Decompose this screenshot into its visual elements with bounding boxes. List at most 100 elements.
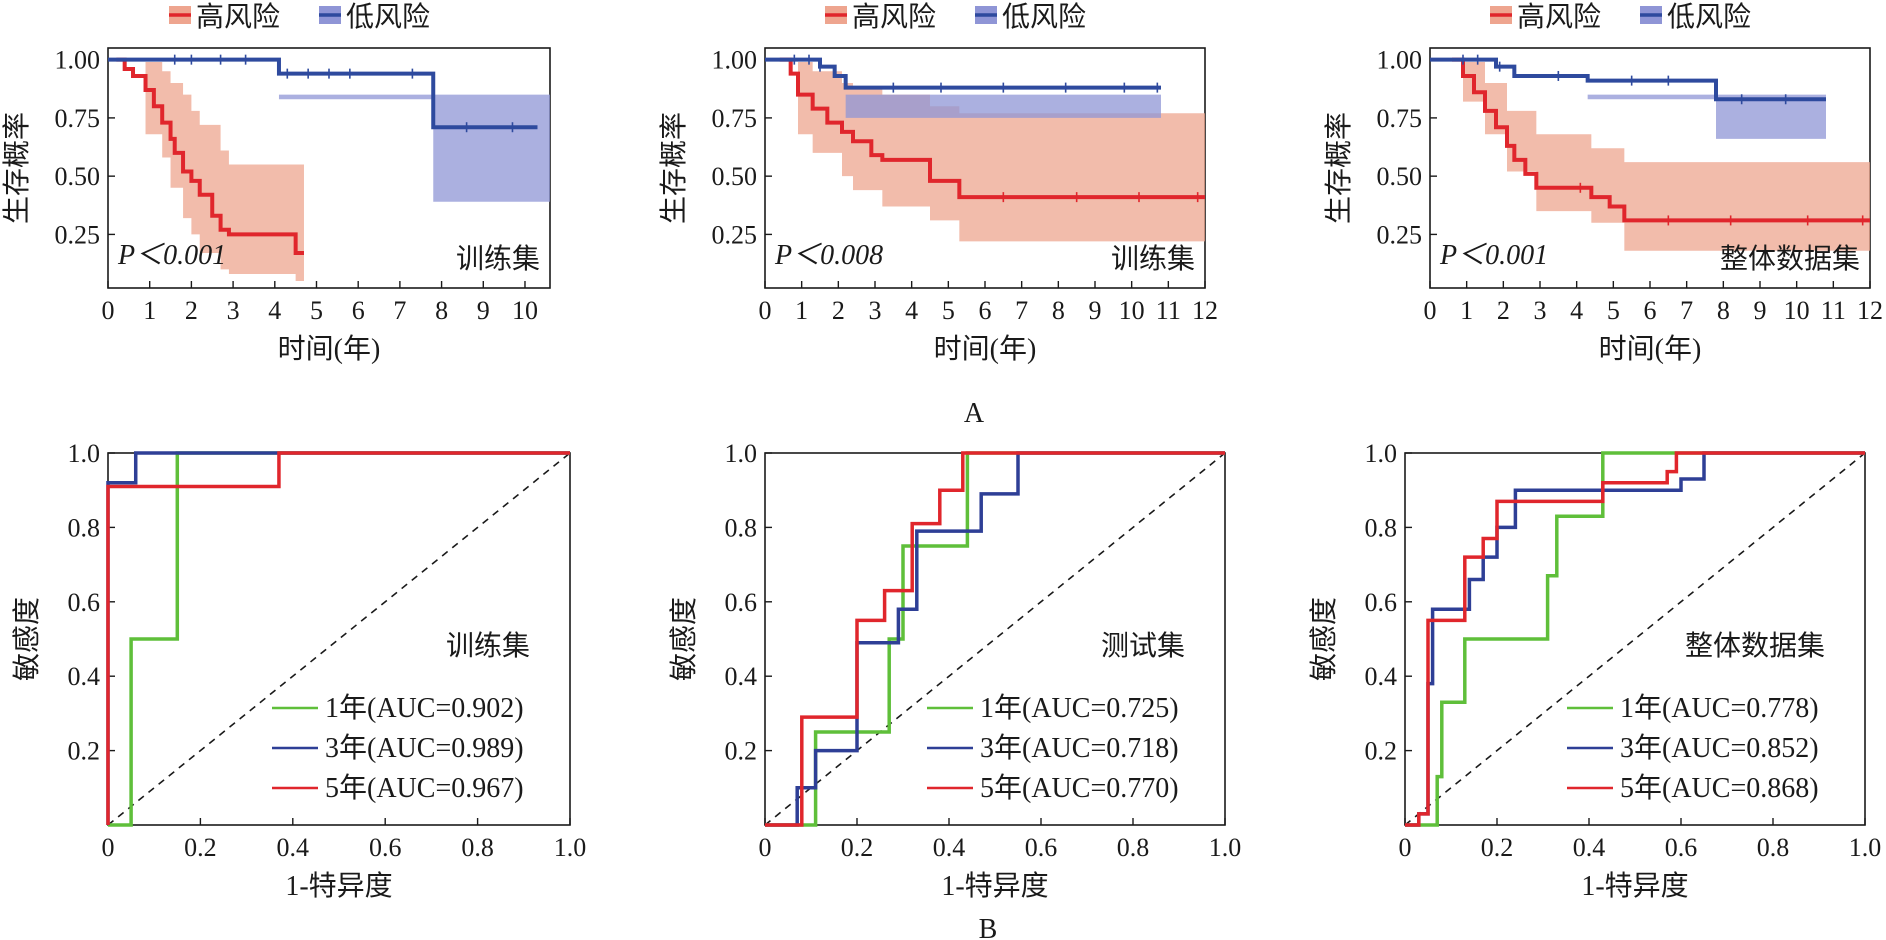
x-tick-label: 5 [1607, 296, 1620, 325]
x-tick-label: 0.4 [1573, 833, 1606, 862]
y-tick-label: 1.0 [68, 439, 101, 468]
x-tick-label: 1 [143, 296, 156, 325]
x-tick-label: 4 [268, 296, 281, 325]
legend-label: 低风险 [346, 1, 430, 33]
x-tick-label: 6 [979, 296, 992, 325]
x-tick-label: 0.4 [277, 833, 310, 862]
x-tick-label: 12 [1857, 296, 1883, 325]
legend-label: 低风险 [1002, 1, 1086, 33]
subset-annotation: 训练集 [446, 630, 530, 662]
confidence-band-2 [433, 94, 550, 202]
x-tick-label: 8 [1717, 296, 1730, 325]
x-tick-label: 5 [310, 296, 323, 325]
subset-annotation: 整体数据集 [1685, 630, 1825, 662]
legend-label: 5年(AUC=0.967) [325, 772, 524, 804]
legend-label: 3年(AUC=0.718) [980, 732, 1179, 764]
y-tick-label: 0.75 [1377, 104, 1423, 133]
x-tick-label: 3 [1534, 296, 1547, 325]
confidence-band-1 [1463, 61, 1870, 251]
x-tick-label: 0.2 [184, 833, 217, 862]
x-tick-label: 0.8 [1117, 833, 1150, 862]
confidence-band-2 [1716, 94, 1826, 139]
confidence-band-3 [1587, 94, 1716, 100]
x-tick-label: 4 [1570, 296, 1583, 325]
x-tick-label: 3 [227, 296, 240, 325]
y-axis-label: 生存概率 [1, 112, 33, 224]
confidence-band-2 [845, 94, 1161, 118]
x-tick-label: 0 [1399, 833, 1412, 862]
x-tick-label: 1 [795, 296, 808, 325]
chart-panel-4: 0 0.2 0.4 0.6 0.8 1.0 0.2 0.4 0.6 0.8 1.0 1-特异度 敏感度 训… [11, 439, 586, 902]
y-tick-label: 1.0 [725, 439, 758, 468]
y-axis-label: 敏感度 [1308, 597, 1340, 681]
roc-curve-5yr [765, 451, 1225, 827]
reference-diagonal [107, 452, 571, 826]
x-tick-label: 7 [1680, 296, 1693, 325]
y-tick-label: 0.25 [55, 220, 101, 249]
y-tick-label: 0.50 [55, 162, 101, 191]
x-tick-label: 0.6 [1665, 833, 1698, 862]
x-tick-label: 1.0 [554, 833, 587, 862]
y-tick-label: 0.6 [68, 588, 101, 617]
x-tick-label: 0.4 [933, 833, 966, 862]
p-value-text: P＜0.001 [1439, 240, 1548, 271]
x-tick-label: 5 [942, 296, 955, 325]
y-tick-label: 0.25 [1377, 220, 1423, 249]
y-tick-label: 0.8 [725, 513, 758, 542]
chart-panel-3: 0 1 2 3 4 5 6 7 8 9 10 11 120.250.500.751.00时间(年)生存概… [1323, 1, 1883, 365]
y-tick-label: 0.2 [725, 737, 758, 766]
x-tick-label: 12 [1192, 296, 1218, 325]
y-tick-label: 0.6 [725, 588, 758, 617]
legend-label: 1年(AUC=0.778) [1620, 692, 1819, 724]
y-tick-label: 0.25 [712, 220, 758, 249]
legend-label: 高风险 [196, 1, 280, 33]
subset-annotation: 训练集 [1111, 243, 1195, 275]
subset-annotation: 整体数据集 [1720, 243, 1860, 275]
survival-curve-low-risk [1430, 57, 1826, 102]
survival-curve-low-risk [108, 57, 538, 130]
x-tick-label: 0.8 [461, 833, 494, 862]
x-tick-label: 1 [1460, 296, 1473, 325]
x-tick-label: 11 [1821, 296, 1846, 325]
survival-curve-high-risk [1452, 57, 1870, 223]
x-tick-label: 9 [477, 296, 490, 325]
y-axis-label: 生存概率 [1323, 112, 1355, 224]
roc-curve-3yr [765, 451, 1225, 827]
x-tick-label: 9 [1089, 296, 1102, 325]
survival-curve-low-risk [765, 57, 1161, 90]
legend-label: 3年(AUC=0.852) [1620, 732, 1819, 764]
chart-panel-5: 0 0.2 0.4 0.6 0.8 1.0 0.2 0.4 0.6 0.8 1.0 1-特异度 敏感度 测… [668, 439, 1241, 902]
roc-curve-5yr [106, 451, 570, 825]
confidence-band-3 [278, 94, 434, 100]
x-tick-label: 1.0 [1209, 833, 1242, 862]
legend-label: 1年(AUC=0.725) [980, 692, 1179, 724]
survival-curve-high-risk [116, 57, 304, 256]
x-axis-label: 时间(年) [934, 333, 1037, 365]
x-tick-label: 10 [1784, 296, 1810, 325]
x-tick-label: 2 [832, 296, 845, 325]
x-tick-label: 10 [512, 296, 538, 325]
x-tick-label: 2 [185, 296, 198, 325]
legend-label: 高风险 [1517, 1, 1601, 33]
x-tick-label: 1.0 [1849, 833, 1882, 862]
y-tick-label: 0.6 [1365, 588, 1398, 617]
chart-panel-2: 0 1 2 3 4 5 6 7 8 9 10 11 120.250.500.751.00时间(年)生存概… [658, 1, 1218, 365]
x-tick-label: 0.8 [1757, 833, 1790, 862]
y-tick-label: 0.8 [1365, 513, 1398, 542]
legend-label: 1年(AUC=0.902) [325, 692, 524, 724]
x-tick-label: 0 [759, 296, 772, 325]
x-tick-label: 4 [905, 296, 918, 325]
chart-panel-1: 0 1 2 3 4 5 6 7 8 9 10 0.25 0.50 0.75 1.00 时间(年) 生存概率 P＜0… [1, 1, 551, 365]
p-value-text: P＜0.008 [774, 240, 883, 271]
x-tick-label: 11 [1156, 296, 1181, 325]
p-value-text: P＜0.001 [117, 240, 226, 271]
y-tick-label: 0.75 [55, 104, 101, 133]
x-tick-label: 8 [435, 296, 448, 325]
legend-label: 5年(AUC=0.868) [1620, 772, 1819, 804]
y-tick-label: 0.4 [1365, 662, 1398, 691]
x-axis-label: 时间(年) [1599, 333, 1702, 365]
x-tick-label: 0.6 [1025, 833, 1058, 862]
roc-curve-5yr [1405, 451, 1865, 827]
y-tick-label: 0.2 [1365, 737, 1398, 766]
x-tick-label: 7 [1015, 296, 1028, 325]
